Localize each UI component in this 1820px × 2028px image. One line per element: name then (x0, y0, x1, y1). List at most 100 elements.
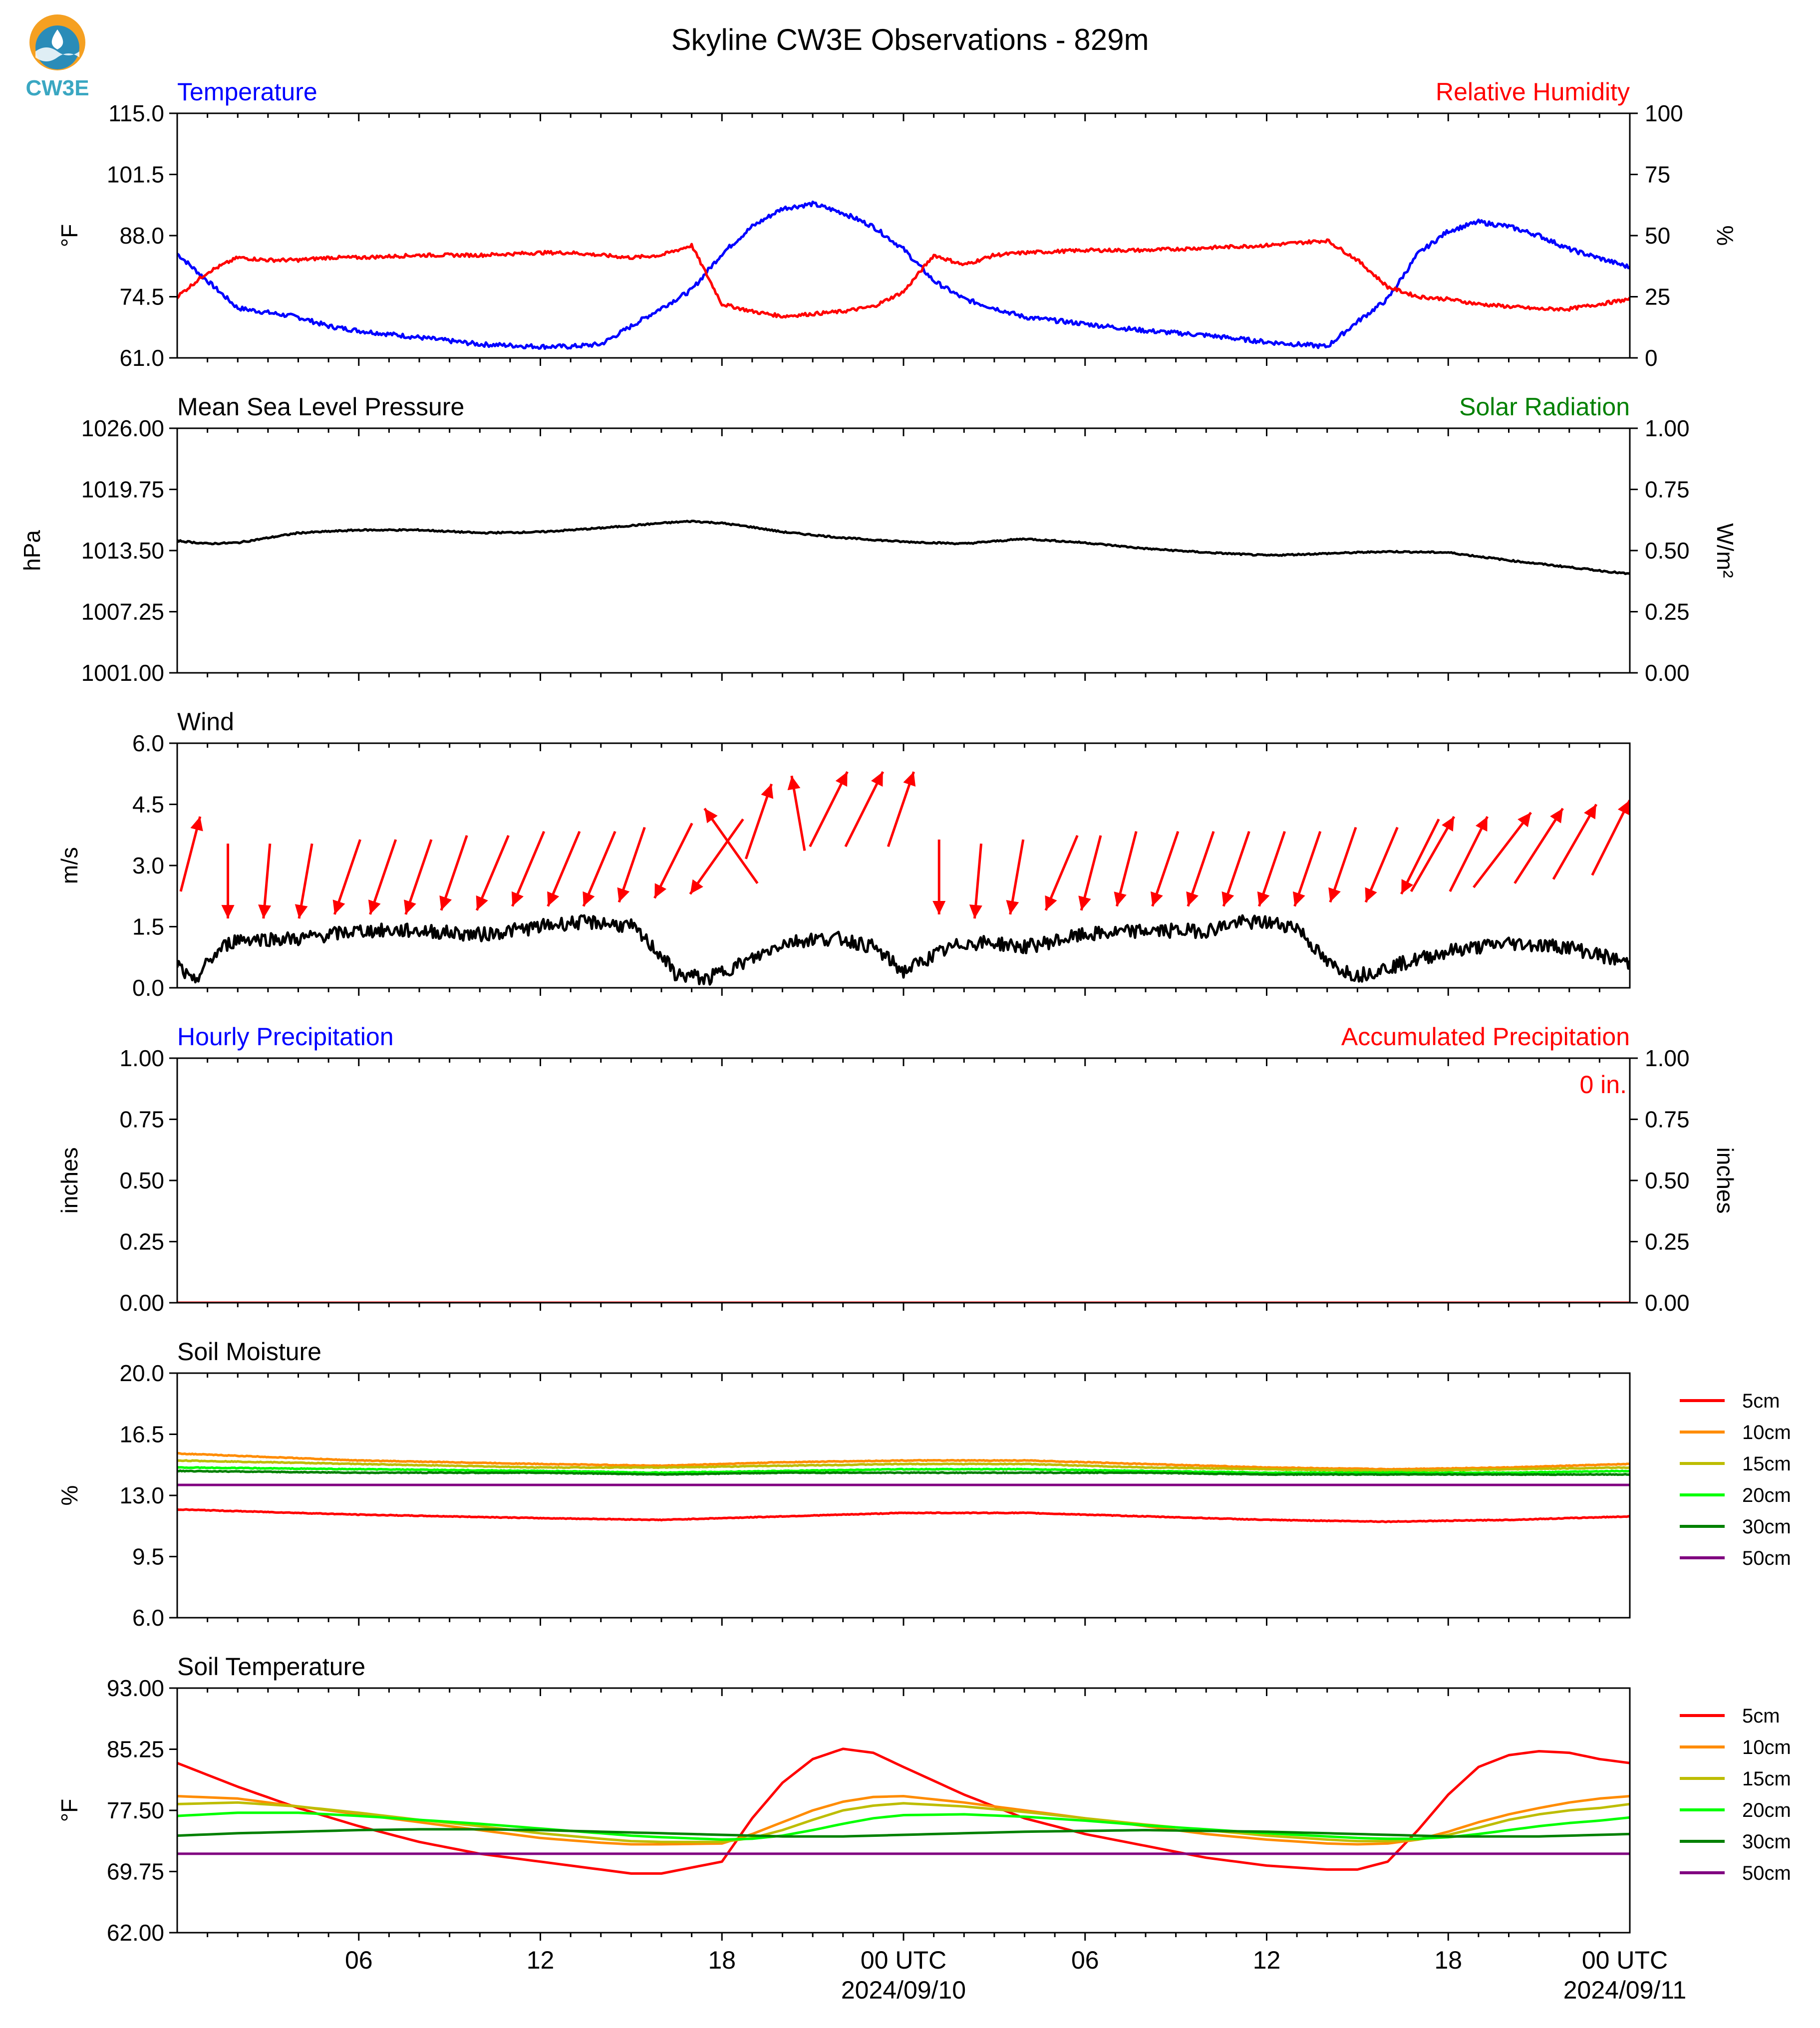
series-line-20cm (177, 1466, 1630, 1474)
panel-title-right: Relative Humidity (1436, 78, 1630, 106)
wind-arrow-head (1365, 887, 1377, 902)
legend-label: 20cm (1742, 1799, 1791, 1821)
legend-label: 15cm (1742, 1453, 1791, 1475)
y-axis-label: °F (56, 224, 82, 248)
wind-arrow-head (332, 899, 345, 914)
y-tick-label: 77.50 (107, 1797, 164, 1823)
x-tick-label: 06 (1071, 1946, 1099, 1974)
panel-soil-moisture: 6.0 9.5 13.0 16.5 20.0% Soil Moisture 5cm 10cm 1… (56, 1338, 1791, 1631)
plot-frame (176, 1372, 1631, 1619)
wind-arrow (1044, 835, 1079, 911)
plot-frame (176, 112, 1631, 359)
series-line-temperature (177, 200, 1630, 350)
legend-label: 30cm (1742, 1831, 1791, 1853)
y-right-tick-label: 0.75 (1645, 477, 1690, 503)
wind-arrow-head (1045, 895, 1057, 910)
wind-arrow-head (439, 895, 452, 910)
y-right-axis-label: inches (1712, 1148, 1738, 1214)
y-tick-label: 0.0 (132, 975, 164, 1001)
x-date-label: 2024/09/10 (841, 1976, 966, 2004)
legend-label: 10cm (1742, 1737, 1791, 1758)
y-right-tick-label: 1.00 (1645, 415, 1690, 441)
plot-frame (176, 1057, 1631, 1304)
panel-title-left: Temperature (177, 78, 317, 106)
y-tick-label: 101.5 (107, 162, 164, 188)
y-tick-label: 20.0 (119, 1360, 164, 1386)
wind-arrow-head (690, 879, 703, 894)
y-tick-label: 4.5 (132, 792, 164, 818)
plot-area (177, 1747, 1630, 1875)
wind-arrow-head (654, 883, 667, 898)
wind-arrow-head (404, 899, 416, 914)
series-line-5cm (177, 1508, 1630, 1523)
wind-arrow-head (1475, 817, 1488, 832)
panel-mean-sea-level-pressure: 1001.00 1007.25 1013.50 1019.75 1026.00 0.00 0… (19, 393, 1738, 686)
x-tick-label: 06 (345, 1946, 373, 1974)
y-right-tick-label: 0.50 (1645, 1167, 1690, 1193)
legend-label: 5cm (1742, 1705, 1780, 1727)
panel-title-left: Soil Temperature (177, 1653, 365, 1681)
x-tick-label: 00 UTC (1582, 1946, 1668, 1974)
series-line-mean-sea-level-pressure (177, 520, 1630, 576)
panel-wind: 0.0 1.5 3.0 4.5 6.0 m/s Wind (56, 708, 1631, 1001)
wind-arrow-head (1221, 891, 1234, 906)
series-line-relative-humidity (177, 238, 1630, 319)
wind-arrow-head (221, 905, 235, 919)
wind-arrow-head (1006, 900, 1019, 914)
logo-wave-icon (35, 47, 79, 61)
panel-hourly-precipitation: 0.00 0.25 0.50 0.75 1.00 0.00 0.25 0.50 0.75 1.00… (56, 1023, 1738, 1316)
wind-arrow-head (1617, 800, 1630, 816)
legend-label: 10cm (1742, 1422, 1791, 1444)
wind-arrow (1552, 804, 1598, 880)
x-tick-label: 12 (527, 1946, 555, 1974)
wind-arrow-head (1517, 812, 1531, 828)
panel-soil-temperature: 62.00 69.75 77.50 85.25 93.00 °F Soil Temperat… (56, 1653, 1791, 2004)
legend-label: 50cm (1742, 1862, 1791, 1884)
wind-arrow-head (835, 772, 848, 787)
series-line-20cm (177, 1811, 1630, 1841)
y-right-axis-label: W/m² (1712, 523, 1738, 578)
y-axis-label: inches (56, 1148, 82, 1214)
y-tick-label: 0.25 (119, 1229, 164, 1255)
wind-arrow-head (1186, 891, 1199, 906)
wind-arrow-head (547, 891, 560, 906)
y-right-tick-label: 0 (1645, 345, 1658, 371)
wind-arrow (582, 831, 616, 907)
y-right-tick-label: 1.00 (1645, 1045, 1690, 1071)
wind-arrow-head (511, 891, 524, 906)
y-tick-label: 1.5 (132, 914, 164, 940)
wind-arrow-head (1550, 808, 1563, 824)
series-line-15cm (177, 1459, 1630, 1472)
wind-arrow (1400, 819, 1440, 895)
panel-title-left: Hourly Precipitation (177, 1023, 394, 1051)
x-tick-label: 18 (708, 1946, 736, 1974)
legend: 5cm 10cm 15cm 20cm 30cm 50cm (1680, 1390, 1791, 1569)
wind-arrow-head (1151, 891, 1163, 906)
y-tick-label: 6.0 (132, 730, 164, 756)
y-tick-label: 1001.00 (81, 660, 164, 686)
panel-title-right: Accumulated Precipitation (1341, 1023, 1630, 1051)
panel-temperature: 61.0 74.5 88.0 101.5 115.0 0 25 50 75 100 °F % Tempe… (56, 78, 1738, 371)
wind-arrow (1410, 816, 1456, 892)
wind-arrow-head (871, 772, 883, 787)
y-axis-label: °F (56, 1799, 82, 1822)
wind-arrow (703, 808, 759, 884)
panel-title-left: Mean Sea Level Pressure (177, 393, 464, 421)
wind-arrow-head (761, 784, 774, 799)
panel-title-left: Soil Moisture (177, 1338, 321, 1366)
y-right-tick-label: 0.75 (1645, 1107, 1690, 1133)
y-tick-label: 69.75 (107, 1859, 164, 1885)
series-line-wind-speed (177, 914, 1630, 986)
plot-frame (176, 427, 1631, 674)
plot-frame (176, 1687, 1631, 1934)
wind-arrow-head (1401, 879, 1414, 894)
y-axis-label: m/s (56, 847, 82, 884)
wind-arrow-head (583, 891, 595, 906)
wind-arrow (1591, 800, 1630, 876)
plot-area (177, 520, 1630, 576)
y-right-tick-label: 50 (1645, 223, 1670, 249)
series-line-30cm (177, 1828, 1630, 1838)
y-tick-label: 88.0 (119, 223, 164, 249)
y-tick-label: 1.00 (119, 1045, 164, 1071)
